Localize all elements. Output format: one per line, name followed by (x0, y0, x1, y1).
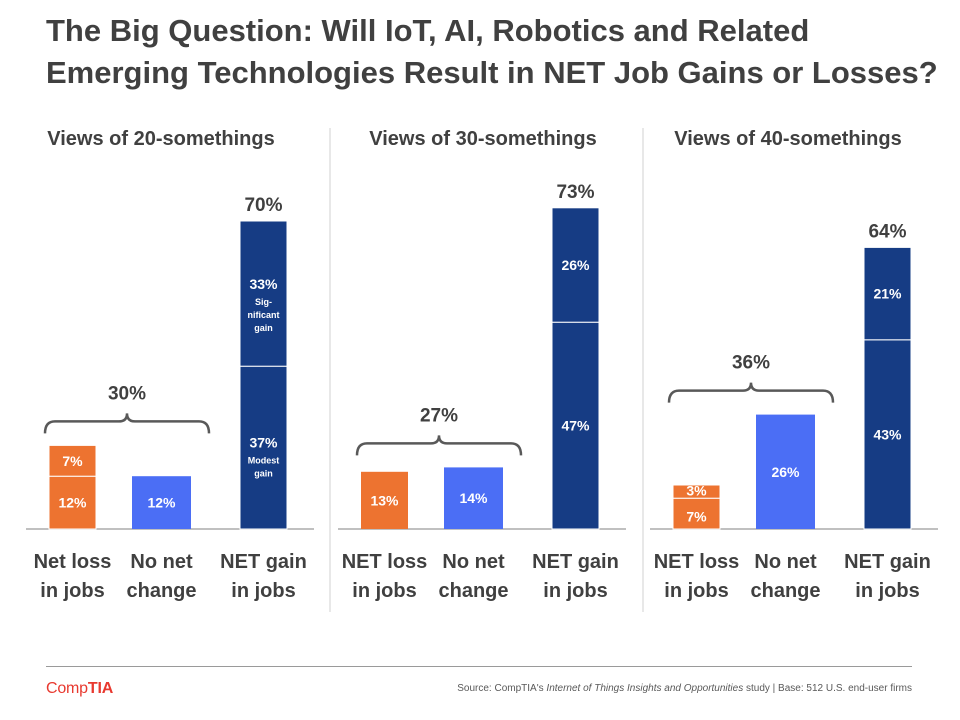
bar-label-p1-c1-s1: 12% (58, 495, 87, 511)
bracket-label-p1: 30% (108, 383, 146, 404)
category-label-p1-c1-l1: Net loss (34, 551, 112, 573)
category-label-p3-c2-l1: No net (754, 551, 817, 573)
source-note: Source: CompTIA's Internet of Things Ins… (457, 683, 912, 694)
bar-p2-c2-s1 (444, 467, 503, 529)
panel-title-3: Views of 40-somethings (674, 128, 901, 150)
category-label-p1-c2-l2: change (126, 580, 196, 602)
category-label-p2-c3-l1: NET gain (532, 551, 619, 573)
bar-label-p2-c1-s1: 13% (370, 492, 399, 508)
bar-p3-c1-s2 (672, 484, 721, 499)
bar-sublabel-p1-c3-s2-l1: Sig- (255, 297, 272, 307)
bar-sublabel-p1-c3-s1-l2: gain (254, 469, 273, 479)
total-label-p1-c3: 70% (244, 195, 282, 216)
bracket-label-p3: 36% (732, 353, 770, 374)
bar-label-p3-c2-s1: 26% (771, 464, 800, 480)
bar-label-p3-c3-s2: 21% (873, 286, 902, 302)
total-label-p2-c3: 73% (556, 182, 594, 203)
bar-label-p1-c3-s1: 37% (249, 435, 278, 451)
category-label-p3-c1-l1: NET loss (654, 551, 740, 573)
category-label-p3-c3-l2: in jobs (855, 580, 919, 602)
bracket-p3 (667, 382, 835, 403)
panel-title-2: Views of 30-somethings (369, 128, 596, 150)
bar-label-p1-c1-s2: 7% (62, 453, 83, 469)
footer-divider (46, 666, 912, 667)
category-label-p2-c3-l2: in jobs (543, 580, 607, 602)
bar-p1-c1-s2 (48, 444, 97, 477)
bar-label-p3-c3-s1: 43% (873, 426, 902, 442)
logo-comp: Comp (46, 680, 88, 697)
bar-p3-c2-s1 (756, 414, 815, 529)
title-line-1: The Big Question: Will IoT, AI, Robotics… (46, 13, 810, 48)
bar-p2-c1-s1 (361, 471, 408, 529)
bracket-p2 (355, 435, 523, 456)
logo-tia: TIA (87, 680, 114, 697)
bracket-p1 (43, 413, 211, 434)
bar-label-p2-c2-s1: 14% (459, 490, 488, 506)
bar-sublabel-p1-c3-s2-l3: gain (254, 323, 273, 333)
bar-sublabel-p1-c3-s2-l2: nificant (247, 310, 279, 320)
category-label-p2-c1-l2: in jobs (352, 580, 416, 602)
bar-p3-c1-s1 (672, 497, 721, 530)
bar-label-p3-c1-s2: 3% (686, 483, 707, 499)
bar-p2-c3-s1 (551, 321, 600, 530)
category-label-p3-c3-l1: NET gain (844, 551, 931, 573)
bar-label-p1-c3-s2: 33% (249, 276, 278, 292)
bar-p3-c3-s1 (863, 339, 912, 530)
category-label-p2-c2-l2: change (438, 580, 508, 602)
source-suffix: study | Base: 512 U.S. end-user firms (743, 683, 912, 694)
category-label-p3-c2-l2: change (750, 580, 820, 602)
total-label-p3-c3: 64% (868, 221, 906, 242)
bar-label-p3-c1-s1: 7% (686, 509, 707, 525)
category-label-p2-c1-l1: NET loss (342, 551, 428, 573)
bar-label-p1-c2-s1: 12% (147, 495, 176, 511)
category-label-p2-c2-l1: No net (442, 551, 505, 573)
bar-sublabel-p1-c3-s1-l1: Modest (248, 456, 280, 466)
category-label-p1-c2-l1: No net (130, 551, 193, 573)
bar-p3-c3-s2 (863, 246, 912, 341)
bar-p1-c1-s1 (48, 475, 97, 530)
comptia-logo: CompTIA (46, 680, 113, 698)
category-label-p1-c1-l2: in jobs (40, 580, 104, 602)
category-label-p3-c1-l2: in jobs (664, 580, 728, 602)
bar-p1-c3-s2 (239, 220, 288, 367)
bar-p2-c3-s2 (551, 207, 600, 323)
source-study-title: Internet of Things Insights and Opportun… (546, 683, 744, 694)
title-line-2: Emerging Technologies Result in NET Job … (46, 55, 938, 90)
category-label-p1-c3-l2: in jobs (231, 580, 295, 602)
source-prefix: Source: CompTIA's (457, 683, 547, 694)
bar-label-p2-c3-s1: 47% (561, 418, 590, 434)
bar-p1-c2-s1 (132, 476, 191, 529)
page-title: The Big Question: Will IoT, AI, Robotics… (46, 10, 946, 94)
bracket-label-p2: 27% (420, 405, 458, 426)
category-label-p1-c3-l1: NET gain (220, 551, 307, 573)
panel-title-1: Views of 20-somethings (47, 128, 274, 150)
bar-label-p2-c3-s2: 26% (561, 257, 590, 273)
